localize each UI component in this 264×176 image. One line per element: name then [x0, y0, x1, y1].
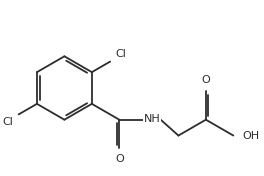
Text: NH: NH: [144, 114, 160, 124]
Text: O: O: [201, 75, 210, 85]
Text: OH: OH: [242, 131, 259, 141]
Text: O: O: [115, 154, 124, 164]
Text: Cl: Cl: [116, 49, 127, 59]
Text: Cl: Cl: [2, 117, 13, 127]
